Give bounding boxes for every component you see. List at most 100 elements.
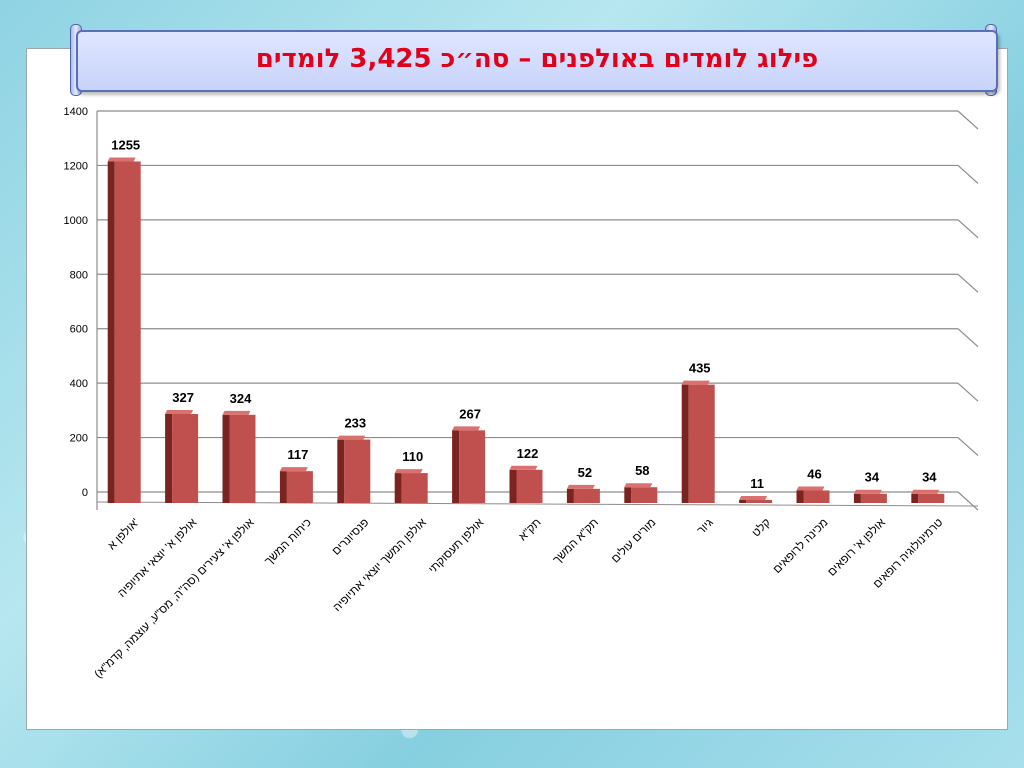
bar-top-cap [566,484,595,489]
bar-side [681,384,689,503]
x-tick-label: אולפן א' רופאים [825,515,888,578]
bar-top-cap [624,483,653,488]
bar-top-cap [394,469,423,474]
x-tick-label: גיור [695,517,716,538]
bar-side [566,488,574,503]
bar-front [631,487,658,503]
data-label: 1255 [111,137,140,152]
bar-side [107,161,115,504]
y-tick-label: 0 [82,487,88,499]
bar-front [459,430,486,503]
bar-top-cap [107,157,136,162]
x-tick-label: מכינה לרופאים [771,516,831,576]
y-tick-label: 600 [70,324,88,336]
data-label: 52 [578,465,592,480]
bar [337,435,371,503]
chart-bars [107,157,945,504]
bar-top-cap [911,489,940,494]
x-tick-label: אולפן תעסוקתי [426,515,487,576]
bar-side [452,430,460,503]
x-tick-label: פנסיונרים [330,517,371,558]
data-label: 110 [402,449,423,464]
slide-title: פילוג לומדים באולפנים – סה״כ 3,425 לומדי… [255,44,819,74]
bar [853,489,887,503]
y-tick-label: 1000 [64,215,88,227]
bar [624,483,658,503]
bar [107,157,141,504]
bar [452,426,486,503]
data-label: 435 [689,361,711,376]
bar-side [337,439,345,503]
data-label: 34 [865,470,880,485]
bar [681,380,715,503]
bar-front [746,500,773,503]
bar [165,410,199,503]
bar-side [911,493,919,503]
data-label: 324 [230,391,252,406]
bar-front [918,493,945,503]
bar [222,410,256,503]
bar [739,496,773,503]
bar-top-cap [279,467,308,472]
bar-front [401,473,428,503]
data-label: 267 [459,406,481,421]
bar [279,467,313,503]
bar-side [509,469,517,503]
x-tick-label: מורים עולים [609,516,659,566]
gridline-depth [957,110,979,130]
bar-front [803,490,830,503]
y-axis: 0 200 400 600 800 1000 1200 1400 [64,106,88,499]
bar [394,469,428,503]
gridline-depth [957,382,979,402]
data-label: 117 [287,447,308,462]
chart-panel [26,48,1008,730]
gridline-depth [957,491,979,511]
bar-side [624,487,632,503]
bar [509,465,543,503]
gridline-depth [957,219,979,239]
data-label: 58 [635,463,649,478]
bar-side [796,490,804,503]
x-tick-label: אולפן א' [105,516,142,553]
data-label: 233 [344,416,366,431]
bar-side [165,414,173,503]
bar-front [573,488,600,503]
y-tick-label: 200 [70,433,88,445]
bar-side [394,473,402,503]
gridline-depth [957,328,979,348]
title-banner: פילוג לומדים באולפנים – סה״כ 3,425 לומדי… [76,30,998,92]
data-label: 122 [517,446,539,461]
x-tick-label: קלט [750,516,774,540]
y-tick-label: 1200 [64,160,88,172]
data-label: 34 [922,470,937,485]
bar-front [172,414,199,503]
bar-side [279,471,287,503]
bar-top-cap [739,496,768,501]
bar [911,489,945,503]
bar-front [229,414,256,503]
y-tick-label: 800 [70,269,88,281]
bar-top-cap [853,489,882,494]
bar-top-cap [796,486,825,491]
bar-side [853,493,861,503]
x-tick-label: כיתות המשך [263,517,314,568]
y-tick-label: 1400 [64,106,88,118]
chart-data-labels: 1255 327 324 117 233 110 267 122 52 58 435 11 46 34 34 [111,137,937,491]
bar-front [860,493,887,503]
bar-side [739,500,747,503]
data-label: 46 [807,466,821,481]
data-label: 11 [750,476,764,491]
bar-top-cap [337,435,366,440]
x-tick-label: תק"א המשך [551,517,601,567]
x-tick-label: תק"א [517,517,544,544]
bar-front [516,469,543,503]
bar-side [222,414,230,503]
bar [796,486,830,503]
bar-top-cap [681,380,710,385]
bar-front [114,161,141,504]
x-tick-label: אולפן המשך יוצאי אתיופיה [331,515,430,614]
gridline-depth [957,437,979,457]
bar-top-cap [509,465,538,470]
